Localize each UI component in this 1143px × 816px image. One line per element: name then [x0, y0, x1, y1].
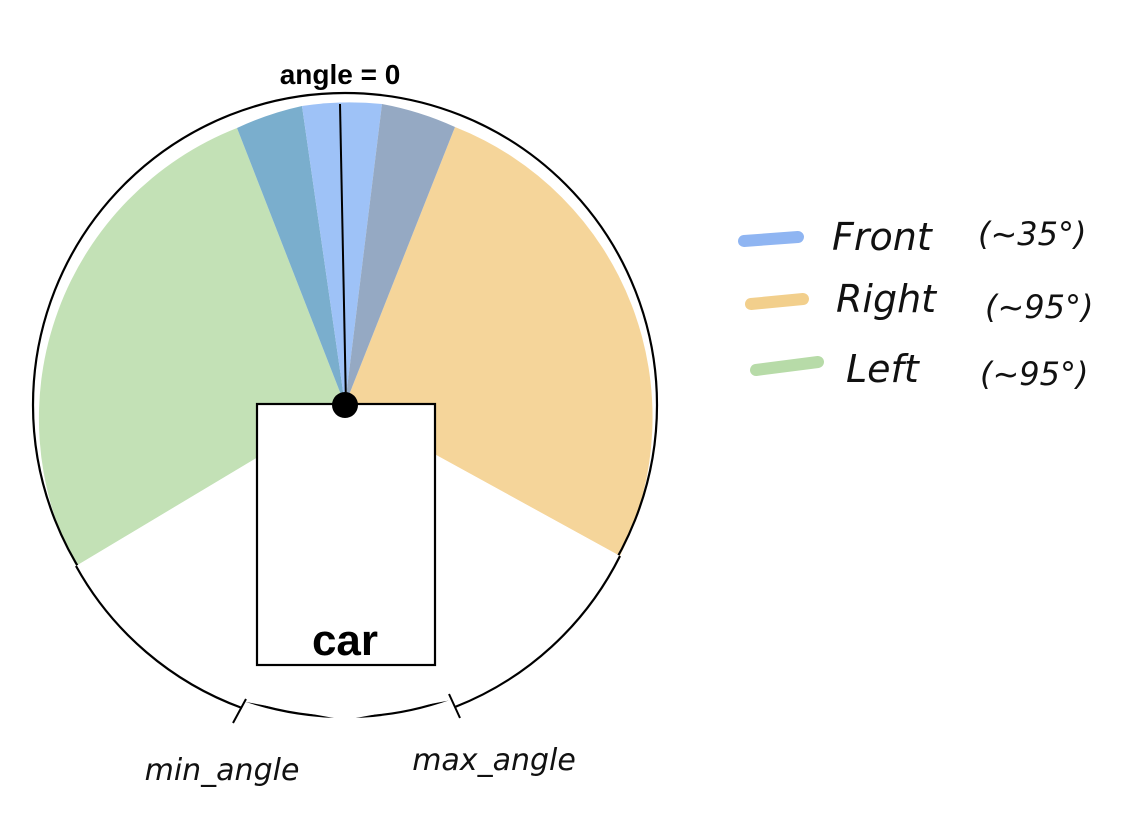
legend-note-front: (~35°) [978, 215, 1087, 253]
sensor-pivot-dot [332, 392, 358, 418]
legend-label-left: Left [846, 347, 921, 391]
car-label: car [312, 616, 378, 665]
legend-swatch-right [745, 293, 809, 310]
legend-swatch-left [750, 356, 824, 376]
legend-label-right: Right [836, 277, 938, 321]
car-box [255, 402, 437, 667]
legend-swatch-front [738, 231, 804, 247]
max-angle-label: max_angle [412, 743, 576, 778]
legend: Front (~35°) Right (~95°) Left (~95°) [738, 215, 1094, 393]
legend-note-right: (~95°) [985, 288, 1094, 326]
left-sector [38, 128, 345, 566]
max-angle-tick [448, 693, 461, 719]
min-angle-tick [232, 698, 247, 724]
front-right-overlap-sector [345, 104, 455, 405]
right-sector [345, 127, 653, 556]
angle-zero-label: angle = 0 [280, 59, 401, 90]
legend-note-left: (~95°) [980, 355, 1089, 393]
min-angle-label: min_angle [145, 753, 300, 788]
front-left-overlap-sector [237, 106, 345, 405]
min-angle-arc [75, 565, 243, 710]
angle-zero-line [339, 103, 347, 406]
max-angle-arc [454, 555, 621, 709]
legend-label-front: Front [832, 215, 934, 259]
